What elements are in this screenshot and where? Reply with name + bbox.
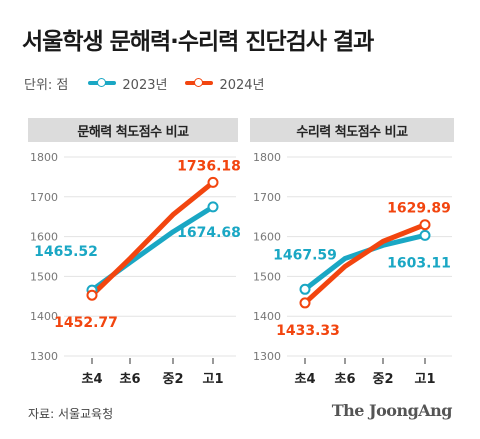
page-title: 서울학생 문해력·수리력 진단검사 결과 bbox=[22, 29, 374, 55]
legend: 단위: 점 2023년 2024년 bbox=[24, 74, 283, 93]
y-tick-label: 1600 bbox=[253, 231, 281, 244]
y-tick-label: 1600 bbox=[30, 231, 58, 244]
data-label: 1674.68 bbox=[177, 225, 241, 241]
y-tick-label: 1800 bbox=[30, 151, 58, 164]
unit-label: 단위: 점 bbox=[24, 77, 69, 93]
series-line-2024년 bbox=[89, 179, 216, 298]
series-line-2024년 bbox=[302, 222, 428, 306]
x-tick-label: 초6 bbox=[119, 372, 140, 387]
data-point-marker bbox=[86, 289, 98, 301]
legend-item-2024: 2024년 bbox=[185, 74, 265, 93]
data-point-marker bbox=[207, 176, 219, 188]
y-tick-label: 1400 bbox=[253, 310, 281, 323]
legend-label-2023: 2023년 bbox=[122, 77, 168, 93]
y-tick-label: 1500 bbox=[30, 270, 58, 283]
legend-swatch-2024 bbox=[185, 76, 214, 90]
data-point-marker bbox=[207, 201, 219, 213]
x-tick-label: 초4 bbox=[81, 372, 102, 387]
data-label: 1433.33 bbox=[276, 323, 340, 339]
y-tick-label: 1300 bbox=[30, 350, 58, 363]
x-tick-label: 중2 bbox=[162, 372, 183, 387]
y-tick-label: 1700 bbox=[30, 191, 58, 204]
legend-swatch-2023 bbox=[88, 76, 117, 90]
publisher-logo: The JoongAng bbox=[331, 401, 453, 420]
data-point-marker bbox=[419, 219, 431, 231]
y-tick-label: 1400 bbox=[30, 310, 58, 323]
data-label: 1452.77 bbox=[54, 315, 118, 331]
data-point-marker bbox=[419, 229, 431, 241]
data-label: 1736.18 bbox=[177, 158, 241, 174]
x-tick-label: 고1 bbox=[414, 372, 435, 387]
panel-title-numeracy: 수리력 척도점수 비교 bbox=[250, 118, 454, 142]
y-tick-label: 1500 bbox=[253, 270, 281, 283]
panel-title-literacy: 문해력 척도점수 비교 bbox=[28, 118, 238, 142]
data-label: 1465.52 bbox=[34, 244, 98, 260]
data-point-marker bbox=[299, 283, 311, 295]
x-tick-label: 초6 bbox=[334, 372, 355, 387]
data-label: 1603.11 bbox=[387, 255, 451, 271]
x-tick-label: 초4 bbox=[294, 372, 315, 387]
source-label: 자료: 서울교육청 bbox=[28, 407, 114, 421]
legend-item-2023: 2023년 bbox=[88, 74, 167, 93]
data-label: 1467.59 bbox=[273, 247, 337, 263]
y-tick-label: 1800 bbox=[253, 151, 281, 164]
y-tick-label: 1700 bbox=[253, 191, 281, 204]
legend-label-2024: 2024년 bbox=[219, 77, 265, 93]
data-point-marker bbox=[299, 297, 311, 309]
x-tick-label: 중2 bbox=[372, 372, 393, 387]
y-tick-label: 1300 bbox=[253, 350, 281, 363]
data-label: 1629.89 bbox=[387, 201, 451, 217]
x-tick-label: 고1 bbox=[202, 372, 223, 387]
